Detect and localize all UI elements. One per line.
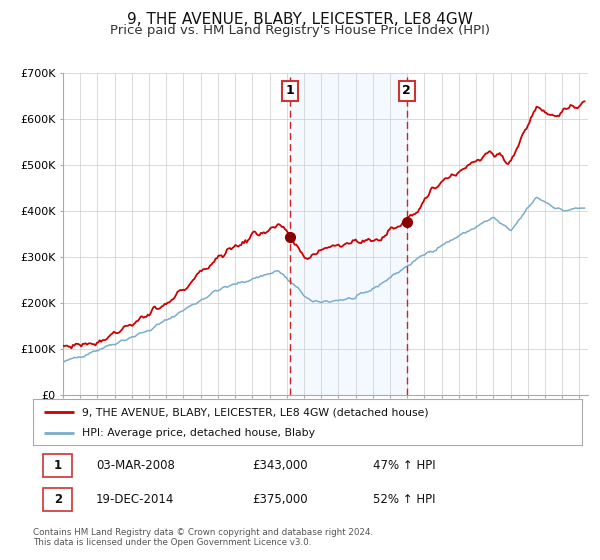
- FancyBboxPatch shape: [43, 488, 72, 511]
- Text: £375,000: £375,000: [253, 493, 308, 506]
- Text: £343,000: £343,000: [253, 459, 308, 472]
- Text: 1: 1: [53, 459, 62, 472]
- Text: Price paid vs. HM Land Registry's House Price Index (HPI): Price paid vs. HM Land Registry's House …: [110, 24, 490, 36]
- Text: 2: 2: [53, 493, 62, 506]
- Text: 1: 1: [286, 84, 294, 97]
- Text: 47% ↑ HPI: 47% ↑ HPI: [373, 459, 436, 472]
- Bar: [290, 73, 407, 395]
- Text: 9, THE AVENUE, BLABY, LEICESTER, LE8 4GW: 9, THE AVENUE, BLABY, LEICESTER, LE8 4GW: [127, 12, 473, 27]
- FancyBboxPatch shape: [43, 454, 72, 477]
- Text: 2: 2: [403, 84, 411, 97]
- Text: This data is licensed under the Open Government Licence v3.0.: This data is licensed under the Open Gov…: [33, 538, 311, 547]
- Text: 52% ↑ HPI: 52% ↑ HPI: [373, 493, 436, 506]
- Text: HPI: Average price, detached house, Blaby: HPI: Average price, detached house, Blab…: [82, 428, 316, 438]
- Text: 9, THE AVENUE, BLABY, LEICESTER, LE8 4GW (detached house): 9, THE AVENUE, BLABY, LEICESTER, LE8 4GW…: [82, 407, 429, 417]
- Text: 03-MAR-2008: 03-MAR-2008: [96, 459, 175, 472]
- Text: Contains HM Land Registry data © Crown copyright and database right 2024.: Contains HM Land Registry data © Crown c…: [33, 528, 373, 536]
- Text: 19-DEC-2014: 19-DEC-2014: [96, 493, 175, 506]
